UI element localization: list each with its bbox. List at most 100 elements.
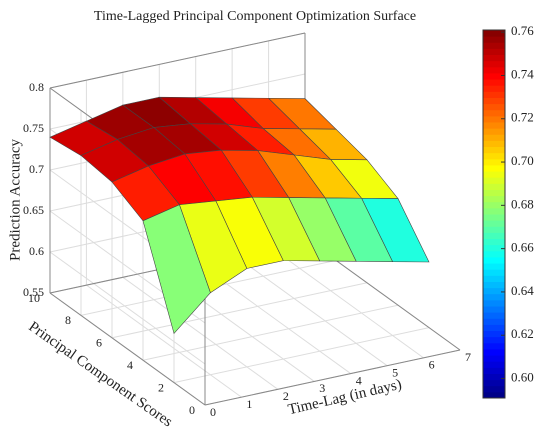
colorbar-step — [483, 330, 505, 338]
y-tick-label: 2 — [158, 380, 164, 394]
colorbar-step — [483, 263, 505, 270]
colorbar-step — [483, 299, 505, 307]
colorbar-step — [483, 220, 505, 227]
colorbar-tick-label: 0.62 — [511, 326, 534, 341]
colorbar-tick-label: 0.70 — [511, 153, 534, 168]
colorbar-step — [483, 293, 505, 301]
colorbar-step — [483, 177, 505, 184]
z-tick-label: 0.75 — [23, 121, 44, 135]
colorbar-step — [483, 79, 505, 86]
colorbar-step — [483, 256, 505, 264]
x-tick-label: 3 — [319, 381, 325, 395]
colorbar-step — [483, 232, 505, 240]
z-tick-label: 0.7 — [29, 162, 44, 176]
z-axis-label: Prediction Accuracy — [7, 138, 23, 261]
colorbar-step — [483, 103, 505, 111]
colorbar-step — [483, 214, 505, 221]
chart-title: Time-Lagged Principal Component Optimiza… — [94, 9, 416, 24]
grid-line — [111, 282, 368, 339]
x-axis-label: Time-Lag (in days) — [287, 377, 404, 419]
colorbar-step — [483, 250, 505, 258]
colorbar-step — [483, 348, 505, 356]
colorbar-tick-label: 0.68 — [511, 196, 534, 211]
x-tick-label: 7 — [465, 350, 471, 364]
colorbar-frame — [482, 29, 506, 399]
colorbar-step — [483, 238, 505, 246]
colorbar-step — [483, 60, 505, 68]
colorbar-step — [483, 42, 505, 49]
colorbar-step — [483, 164, 505, 172]
colorbar-step — [483, 379, 505, 387]
y-tick-label: 6 — [96, 336, 102, 350]
colorbar-step — [483, 391, 505, 399]
colorbar-step — [483, 91, 505, 98]
x-tick-label: 2 — [283, 389, 289, 403]
colorbar-step — [483, 207, 505, 215]
colorbar-step — [483, 355, 505, 362]
colorbar-step — [483, 152, 505, 160]
colorbar-tick-label: 0.72 — [511, 110, 534, 125]
colorbar-step — [483, 30, 505, 37]
grid-line — [122, 276, 279, 390]
colorbar-step — [483, 269, 505, 276]
colorbar-step — [483, 85, 505, 92]
colorbar-step — [483, 54, 505, 62]
grid-line — [49, 251, 206, 365]
colorbar-step — [483, 66, 505, 74]
colorbar-step — [483, 158, 505, 166]
colorbar-step — [483, 342, 505, 350]
colorbar-step — [483, 324, 505, 332]
colorbar-step — [483, 275, 505, 282]
colorbar-step — [483, 171, 505, 178]
colorbar-step — [483, 287, 505, 295]
colorbar-tick-label: 0.60 — [511, 370, 534, 385]
colorbar-step — [483, 140, 505, 148]
colorbar-step — [483, 367, 505, 374]
colorbar-step — [483, 72, 505, 80]
colorbar-tick-label: 0.66 — [511, 240, 534, 255]
colorbar-tick-label: 0.76 — [511, 23, 534, 38]
y-tick-label: 4 — [127, 358, 133, 372]
grid-line — [142, 304, 399, 361]
colorbar-step — [483, 373, 505, 381]
x-tick-label: 6 — [429, 358, 435, 372]
colorbar-step — [483, 48, 505, 56]
colorbar-step — [483, 183, 505, 190]
z-tick-label: 0.8 — [29, 80, 44, 94]
z-tick-label: 0.55 — [23, 285, 44, 299]
colorbar-step — [483, 201, 505, 209]
axis-line — [204, 349, 461, 406]
y-tick-label: 10 — [28, 291, 40, 305]
colorbar-step — [483, 122, 505, 129]
colorbar-step — [483, 306, 505, 313]
surface-facet — [142, 204, 211, 335]
z-tick-label: 0.65 — [23, 203, 44, 217]
axis-line — [49, 292, 206, 406]
colorbar-step — [483, 109, 505, 117]
colorbar: 0.60 0.62 0.64 0.66 0.68 0.70 0.72 0.74 0.76 — [482, 23, 534, 399]
x-tick-label: 0 — [210, 405, 216, 419]
colorbar-step — [483, 134, 505, 141]
grid-line — [231, 253, 388, 367]
colorbar-step — [483, 281, 505, 289]
colorbar-step — [483, 226, 505, 233]
colorbar-step — [483, 115, 505, 123]
colorbar-step — [483, 97, 505, 105]
colorbar-step — [483, 244, 505, 252]
colorbar-step — [483, 385, 505, 393]
colorbar-step — [483, 146, 505, 154]
y-tick-label: 0 — [189, 403, 195, 417]
colorbar-step — [483, 36, 505, 43]
x-tick-label: 4 — [356, 373, 362, 387]
grid-line — [173, 327, 430, 384]
colorbar-tick-label: 0.64 — [511, 283, 534, 298]
colorbar-step — [483, 195, 505, 203]
y-tick-label: 8 — [65, 313, 71, 327]
colorbar-step — [483, 128, 505, 135]
axis-line — [49, 32, 306, 89]
colorbar-step — [483, 312, 505, 319]
x-tick-label: 1 — [246, 397, 252, 411]
z-tick-label: 0.6 — [29, 244, 44, 258]
colorbar-tick-label: 0.74 — [511, 66, 534, 81]
